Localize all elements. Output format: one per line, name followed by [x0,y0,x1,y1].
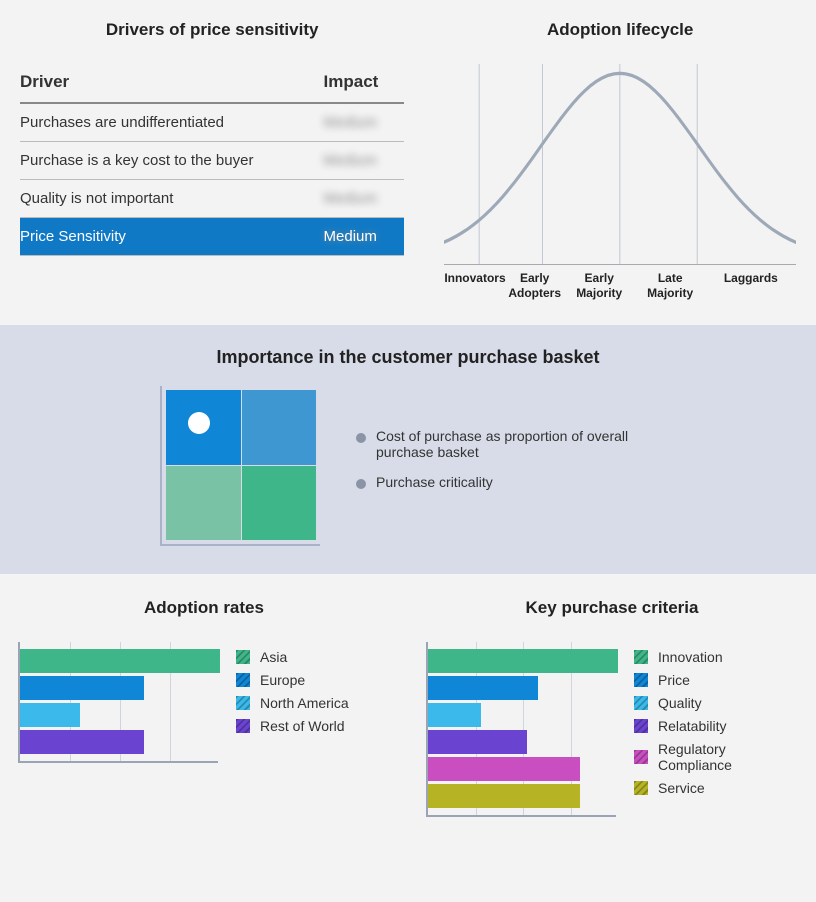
summary-label: Price Sensitivity [20,218,324,256]
adoption-rates-legend: Asia Europe North America Rest of World [236,642,349,741]
drivers-col-impact: Impact [324,64,405,103]
legend-item: Europe [236,672,349,688]
legend-swatch-icon [634,719,648,733]
criteria-panel: Key purchase criteria Innovation Price Qua… [408,574,816,847]
legend-item: Price [634,672,798,688]
criteria-title: Key purchase criteria [426,598,798,618]
basket-matrix [160,386,320,546]
legend-swatch-icon [634,673,648,687]
drivers-title: Drivers of price sensitivity [20,20,404,40]
bottom-row: Adoption rates Asia Europe North America Re… [0,574,816,847]
legend-label: North America [260,695,349,711]
adoption-rates-panel: Adoption rates Asia Europe North America Re… [0,574,408,847]
basket-legend: Cost of purchase as proportion of overal… [356,428,656,504]
seg-label-1: Early [520,271,549,285]
summary-row: Price SensitivityMedium [20,218,404,256]
basket-legend-item: Cost of purchase as proportion of overal… [356,428,656,460]
legend-dot-icon [356,479,366,489]
legend-text: Cost of purchase as proportion of overal… [376,428,656,460]
quadrant-top-right [242,390,317,465]
lifecycle-title: Adoption lifecycle [444,20,796,40]
lifecycle-segment-label: EarlyMajority [564,265,635,301]
criteria-bars [426,642,616,817]
bar [428,649,618,673]
legend-dot-icon [356,433,366,443]
legend-swatch-icon [634,750,648,764]
lifecycle-segment-label: EarlyAdopters [506,265,564,301]
driver-cell: Purchase is a key cost to the buyer [20,142,324,180]
legend-item: Quality [634,695,798,711]
bar [428,676,538,700]
summary-value: Medium [324,218,405,256]
seg-label-1: Late [658,271,683,285]
legend-swatch-icon [236,673,250,687]
driver-cell: Quality is not important [20,180,324,218]
legend-swatch-icon [634,696,648,710]
top-row: Drivers of price sensitivity Driver Impa… [0,0,816,325]
lifecycle-chart [444,64,796,264]
legend-label: Europe [260,672,305,688]
legend-label: Regulatory Compliance [658,741,798,773]
adoption-rates-title: Adoption rates [18,598,390,618]
legend-item: North America [236,695,349,711]
table-row: Quality is not importantMedium [20,180,404,218]
lifecycle-labels: InnovatorsEarlyAdoptersEarlyMajorityLate… [444,264,796,301]
legend-swatch-icon [634,781,648,795]
bar [20,703,80,727]
bar [428,730,527,754]
seg-label-1: Laggards [724,271,778,285]
criteria-legend: Innovation Price Quality Relatability Regula… [634,642,798,803]
adoption-rates-bars [18,642,218,763]
legend-text: Purchase criticality [376,474,493,490]
legend-item: Regulatory Compliance [634,741,798,773]
legend-swatch-icon [634,650,648,664]
legend-item: Asia [236,649,349,665]
legend-label: Service [658,780,705,796]
lifecycle-segment-label: Laggards [706,265,796,301]
legend-label: Rest of World [260,718,345,734]
basket-title: Importance in the customer purchase bask… [40,347,776,368]
bar [20,676,144,700]
quadrant-bottom-right [242,466,317,541]
table-row: Purchase is a key cost to the buyerMediu… [20,142,404,180]
quadrant-bottom-left [166,466,241,541]
basket-panel: Importance in the customer purchase bask… [0,325,816,574]
drivers-panel: Drivers of price sensitivity Driver Impa… [0,0,424,325]
basket-legend-item: Purchase criticality [356,474,656,490]
bar [20,649,220,673]
seg-label-2: Majority [647,286,693,300]
legend-label: Innovation [658,649,723,665]
table-row: Purchases are undifferentiatedMedium [20,103,404,142]
lifecycle-svg [444,64,796,264]
lifecycle-segment-label: Innovators [444,265,505,301]
driver-cell: Purchases are undifferentiated [20,103,324,142]
bar [20,730,144,754]
lifecycle-panel: Adoption lifecycle InnovatorsEarlyAdopte… [424,0,816,325]
legend-item: Relatability [634,718,798,734]
seg-label-1: Innovators [444,271,505,285]
impact-cell: Medium [324,180,405,218]
drivers-table: Driver Impact Purchases are undifferenti… [20,64,404,256]
drivers-col-driver: Driver [20,64,324,103]
bar [428,703,481,727]
legend-swatch-icon [236,650,250,664]
basket-marker [188,412,210,434]
lifecycle-segment-label: LateMajority [635,265,706,301]
legend-label: Price [658,672,690,688]
legend-label: Quality [658,695,702,711]
legend-label: Asia [260,649,287,665]
seg-label-1: Early [585,271,614,285]
impact-cell: Medium [324,103,405,142]
legend-label: Relatability [658,718,726,734]
legend-item: Service [634,780,798,796]
legend-item: Innovation [634,649,798,665]
seg-label-2: Majority [576,286,622,300]
legend-swatch-icon [236,719,250,733]
legend-swatch-icon [236,696,250,710]
bar [428,757,580,781]
seg-label-2: Adopters [508,286,561,300]
impact-cell: Medium [324,142,405,180]
bar [428,784,580,808]
legend-item: Rest of World [236,718,349,734]
